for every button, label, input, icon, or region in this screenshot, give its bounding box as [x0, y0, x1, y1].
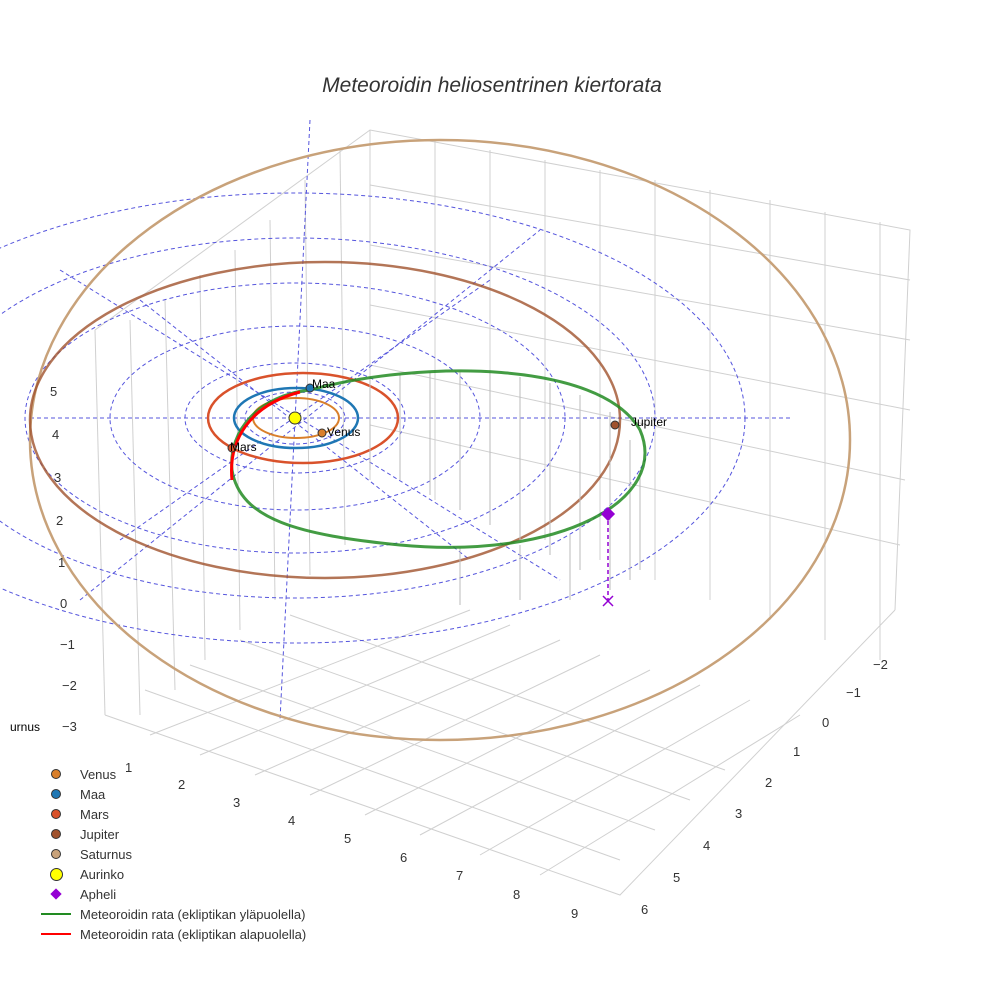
svg-text:−2: −2 [873, 657, 888, 672]
legend-item-apheli[interactable]: Apheli [40, 884, 306, 904]
svg-text:6: 6 [641, 902, 648, 917]
svg-text:4: 4 [288, 813, 295, 828]
svg-text:−2: −2 [62, 678, 77, 693]
label-jupiter: Jupiter [631, 415, 667, 429]
svg-text:3: 3 [233, 795, 240, 810]
legend-item-aurinko[interactable]: Aurinko [40, 864, 306, 884]
legend-item-orbit-below[interactable]: Meteoroidin rata (ekliptikan alapuolella… [40, 924, 306, 944]
mars-dot-icon [51, 809, 61, 819]
venus-marker[interactable] [317, 428, 327, 438]
meteoroid-orbit-below [230, 390, 301, 481]
venus-dot-icon [51, 769, 61, 779]
jupiter-orbit [28, 260, 622, 580]
svg-text:3: 3 [735, 806, 742, 821]
svg-text:5: 5 [673, 870, 680, 885]
maa-dot-icon [51, 789, 61, 799]
svg-text:2: 2 [765, 775, 772, 790]
mars-marker[interactable] [227, 443, 237, 453]
aurinko-marker[interactable] [288, 411, 302, 425]
svg-text:0: 0 [822, 715, 829, 730]
svg-text:7: 7 [456, 868, 463, 883]
svg-text:0: 0 [60, 596, 67, 611]
svg-text:4: 4 [703, 838, 710, 853]
x-axis: 1 2 3 4 5 6 7 8 9 [125, 760, 578, 921]
svg-text:8: 8 [513, 887, 520, 902]
label-venus: Venus [327, 425, 360, 439]
svg-text:4: 4 [52, 427, 59, 442]
svg-text:1: 1 [793, 744, 800, 759]
svg-text:−1: −1 [60, 637, 75, 652]
legend-item-saturnus[interactable]: Saturnus [40, 844, 306, 864]
aurinko-dot-icon [49, 867, 63, 881]
drop-lines [369, 372, 641, 605]
svg-text:2: 2 [56, 513, 63, 528]
svg-text:5: 5 [344, 831, 351, 846]
svg-text:1: 1 [125, 760, 132, 775]
svg-text:1: 1 [58, 555, 65, 570]
svg-text:6: 6 [400, 850, 407, 865]
legend-item-maa[interactable]: Maa [40, 784, 306, 804]
svg-text:2: 2 [178, 777, 185, 792]
maa-marker[interactable] [305, 383, 315, 393]
label-mars: Mars [230, 440, 257, 454]
svg-text:9: 9 [571, 906, 578, 921]
green-line-icon [41, 913, 71, 915]
label-saturnus: urnus [10, 720, 40, 734]
y-axis: −2 −1 0 1 2 3 4 5 6 [641, 657, 888, 917]
legend-item-venus[interactable]: Venus [40, 764, 306, 784]
aphelion-marker[interactable] [600, 506, 616, 522]
z-axis: 5 4 3 2 1 0 −1 −2 −3 [50, 384, 77, 734]
maa-orbit [232, 386, 360, 450]
svg-text:−1: −1 [846, 685, 861, 700]
svg-text:−3: −3 [62, 719, 77, 734]
saturnus-dot-icon [51, 849, 61, 859]
legend: Venus Maa Mars Jupiter Saturnus Aurinko … [40, 764, 306, 944]
red-line-icon [41, 933, 71, 935]
aphelion-projection-icon [602, 595, 614, 607]
legend-item-mars[interactable]: Mars [40, 804, 306, 824]
chart-title: Meteoroidin heliosentrinen kiertorata [322, 74, 662, 97]
jupiter-marker[interactable] [610, 420, 620, 430]
jupiter-dot-icon [51, 829, 61, 839]
legend-item-jupiter[interactable]: Jupiter [40, 824, 306, 844]
label-maa: Maa [312, 377, 336, 391]
ecliptic-grid [0, 119, 790, 721]
legend-item-orbit-above[interactable]: Meteoroidin rata (ekliptikan yläpuolella… [40, 904, 306, 924]
saturnus-orbit [28, 138, 852, 742]
mars-orbit [206, 371, 400, 465]
svg-text:3: 3 [54, 470, 61, 485]
apheli-diamond-icon [50, 888, 62, 900]
svg-text:5: 5 [50, 384, 57, 399]
